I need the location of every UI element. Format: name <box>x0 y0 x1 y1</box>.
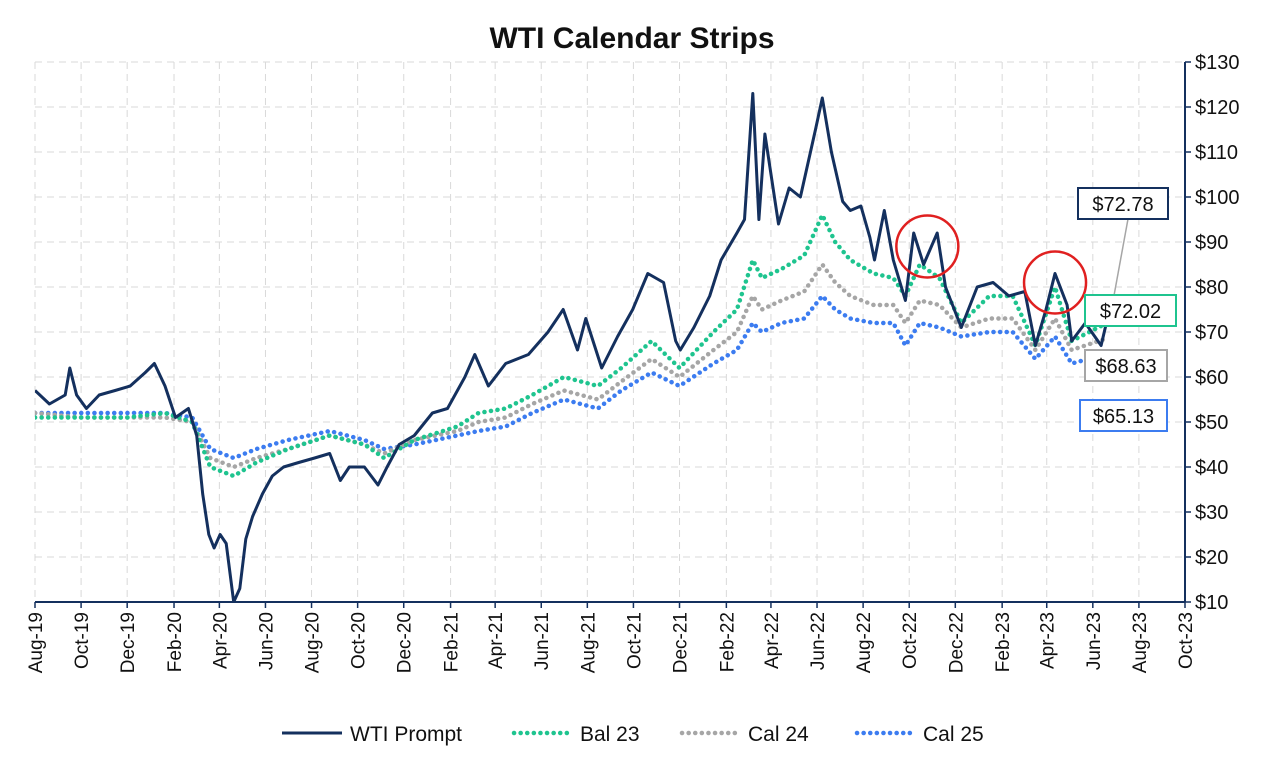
y-tick-label: $130 <box>1195 52 1240 74</box>
callout-box <box>1079 399 1168 432</box>
x-tick-label: Feb-23 <box>993 612 1014 672</box>
x-tick-label: Feb-21 <box>442 612 463 672</box>
series-line-cal-25 <box>35 292 1110 461</box>
callout-label: $68.63 <box>1095 356 1156 378</box>
legend-label-cal-24: Cal 24 <box>748 723 809 746</box>
annotations: $72.78 $72.02 $68.63 $65.13 <box>895 187 1177 432</box>
series-layer <box>35 92 1110 602</box>
y-tick-label: $70 <box>1195 322 1228 344</box>
x-tick-label: Aug-23 <box>1130 612 1151 673</box>
series-line-bal-23 <box>35 209 1110 479</box>
x-tick-label: Apr-21 <box>486 612 507 669</box>
callout-label: $72.78 <box>1092 194 1153 216</box>
x-tick-label: Dec-19 <box>118 612 139 673</box>
highlight-circle <box>895 214 960 279</box>
x-tick-label: Apr-23 <box>1038 612 1059 669</box>
x-tick-label: Oct-23 <box>1176 612 1197 669</box>
legend: WTI Prompt Bal 23 Cal 24 Cal 25 <box>282 723 984 746</box>
callout-label: $65.13 <box>1093 406 1154 428</box>
x-tick-label: Apr-20 <box>210 612 231 669</box>
x-tick-label: Dec-20 <box>395 612 416 673</box>
y-tick-label: $100 <box>1195 187 1240 209</box>
chart-title: WTI Calendar Strips <box>489 22 774 55</box>
x-tick-label: Aug-19 <box>26 612 47 673</box>
x-tick-label: Apr-22 <box>762 612 783 669</box>
x-tick-label: Oct-19 <box>72 612 93 669</box>
x-tick-label: Oct-22 <box>900 612 921 669</box>
x-tick-label: Aug-21 <box>578 612 599 673</box>
x-tick-label: Aug-22 <box>854 612 875 673</box>
gridlines <box>34 61 1186 603</box>
legend-label-bal-23: Bal 23 <box>580 723 640 746</box>
axes: $10 $20 $30 $40 $50 $60 $70 $80 $90 $100 $110 $120 $… <box>26 52 1240 673</box>
callout-box <box>1084 294 1177 327</box>
x-tick-label: Feb-20 <box>165 612 186 672</box>
x-tick-label: Jun-22 <box>808 612 829 670</box>
y-tick-label: $90 <box>1195 232 1228 254</box>
callout-box <box>1084 349 1168 382</box>
x-tick-label: Jun-20 <box>256 612 277 670</box>
callout-label: $72.02 <box>1100 301 1161 323</box>
x-tick-label: Dec-21 <box>671 612 692 673</box>
x-tick-label: Jun-23 <box>1084 612 1105 670</box>
y-tick-label: $60 <box>1195 367 1228 389</box>
y-tick-label: $120 <box>1195 97 1240 119</box>
highlight-circle <box>1022 250 1088 315</box>
callout-box <box>1077 187 1169 220</box>
x-tick-label: Dec-22 <box>946 612 967 673</box>
y-tick-label: $80 <box>1195 277 1228 299</box>
x-tick-label: Jun-21 <box>532 612 553 670</box>
x-tick-label: Oct-21 <box>624 612 645 669</box>
y-tick-label: $30 <box>1195 502 1228 524</box>
legend-label-wti-prompt: WTI Prompt <box>350 723 462 746</box>
y-tick-label: $110 <box>1195 142 1238 164</box>
x-tick-label: Oct-20 <box>349 612 370 669</box>
y-tick-label: $40 <box>1195 457 1228 479</box>
y-tick-label: $10 <box>1195 592 1228 614</box>
x-tick-label: Aug-20 <box>303 612 324 673</box>
x-tick-label: Feb-22 <box>717 612 738 672</box>
legend-label-cal-25: Cal 25 <box>923 723 984 746</box>
y-tick-label: $20 <box>1195 547 1228 569</box>
y-tick-label: $50 <box>1195 412 1228 434</box>
series-line-wti-prompt <box>35 92 1109 602</box>
